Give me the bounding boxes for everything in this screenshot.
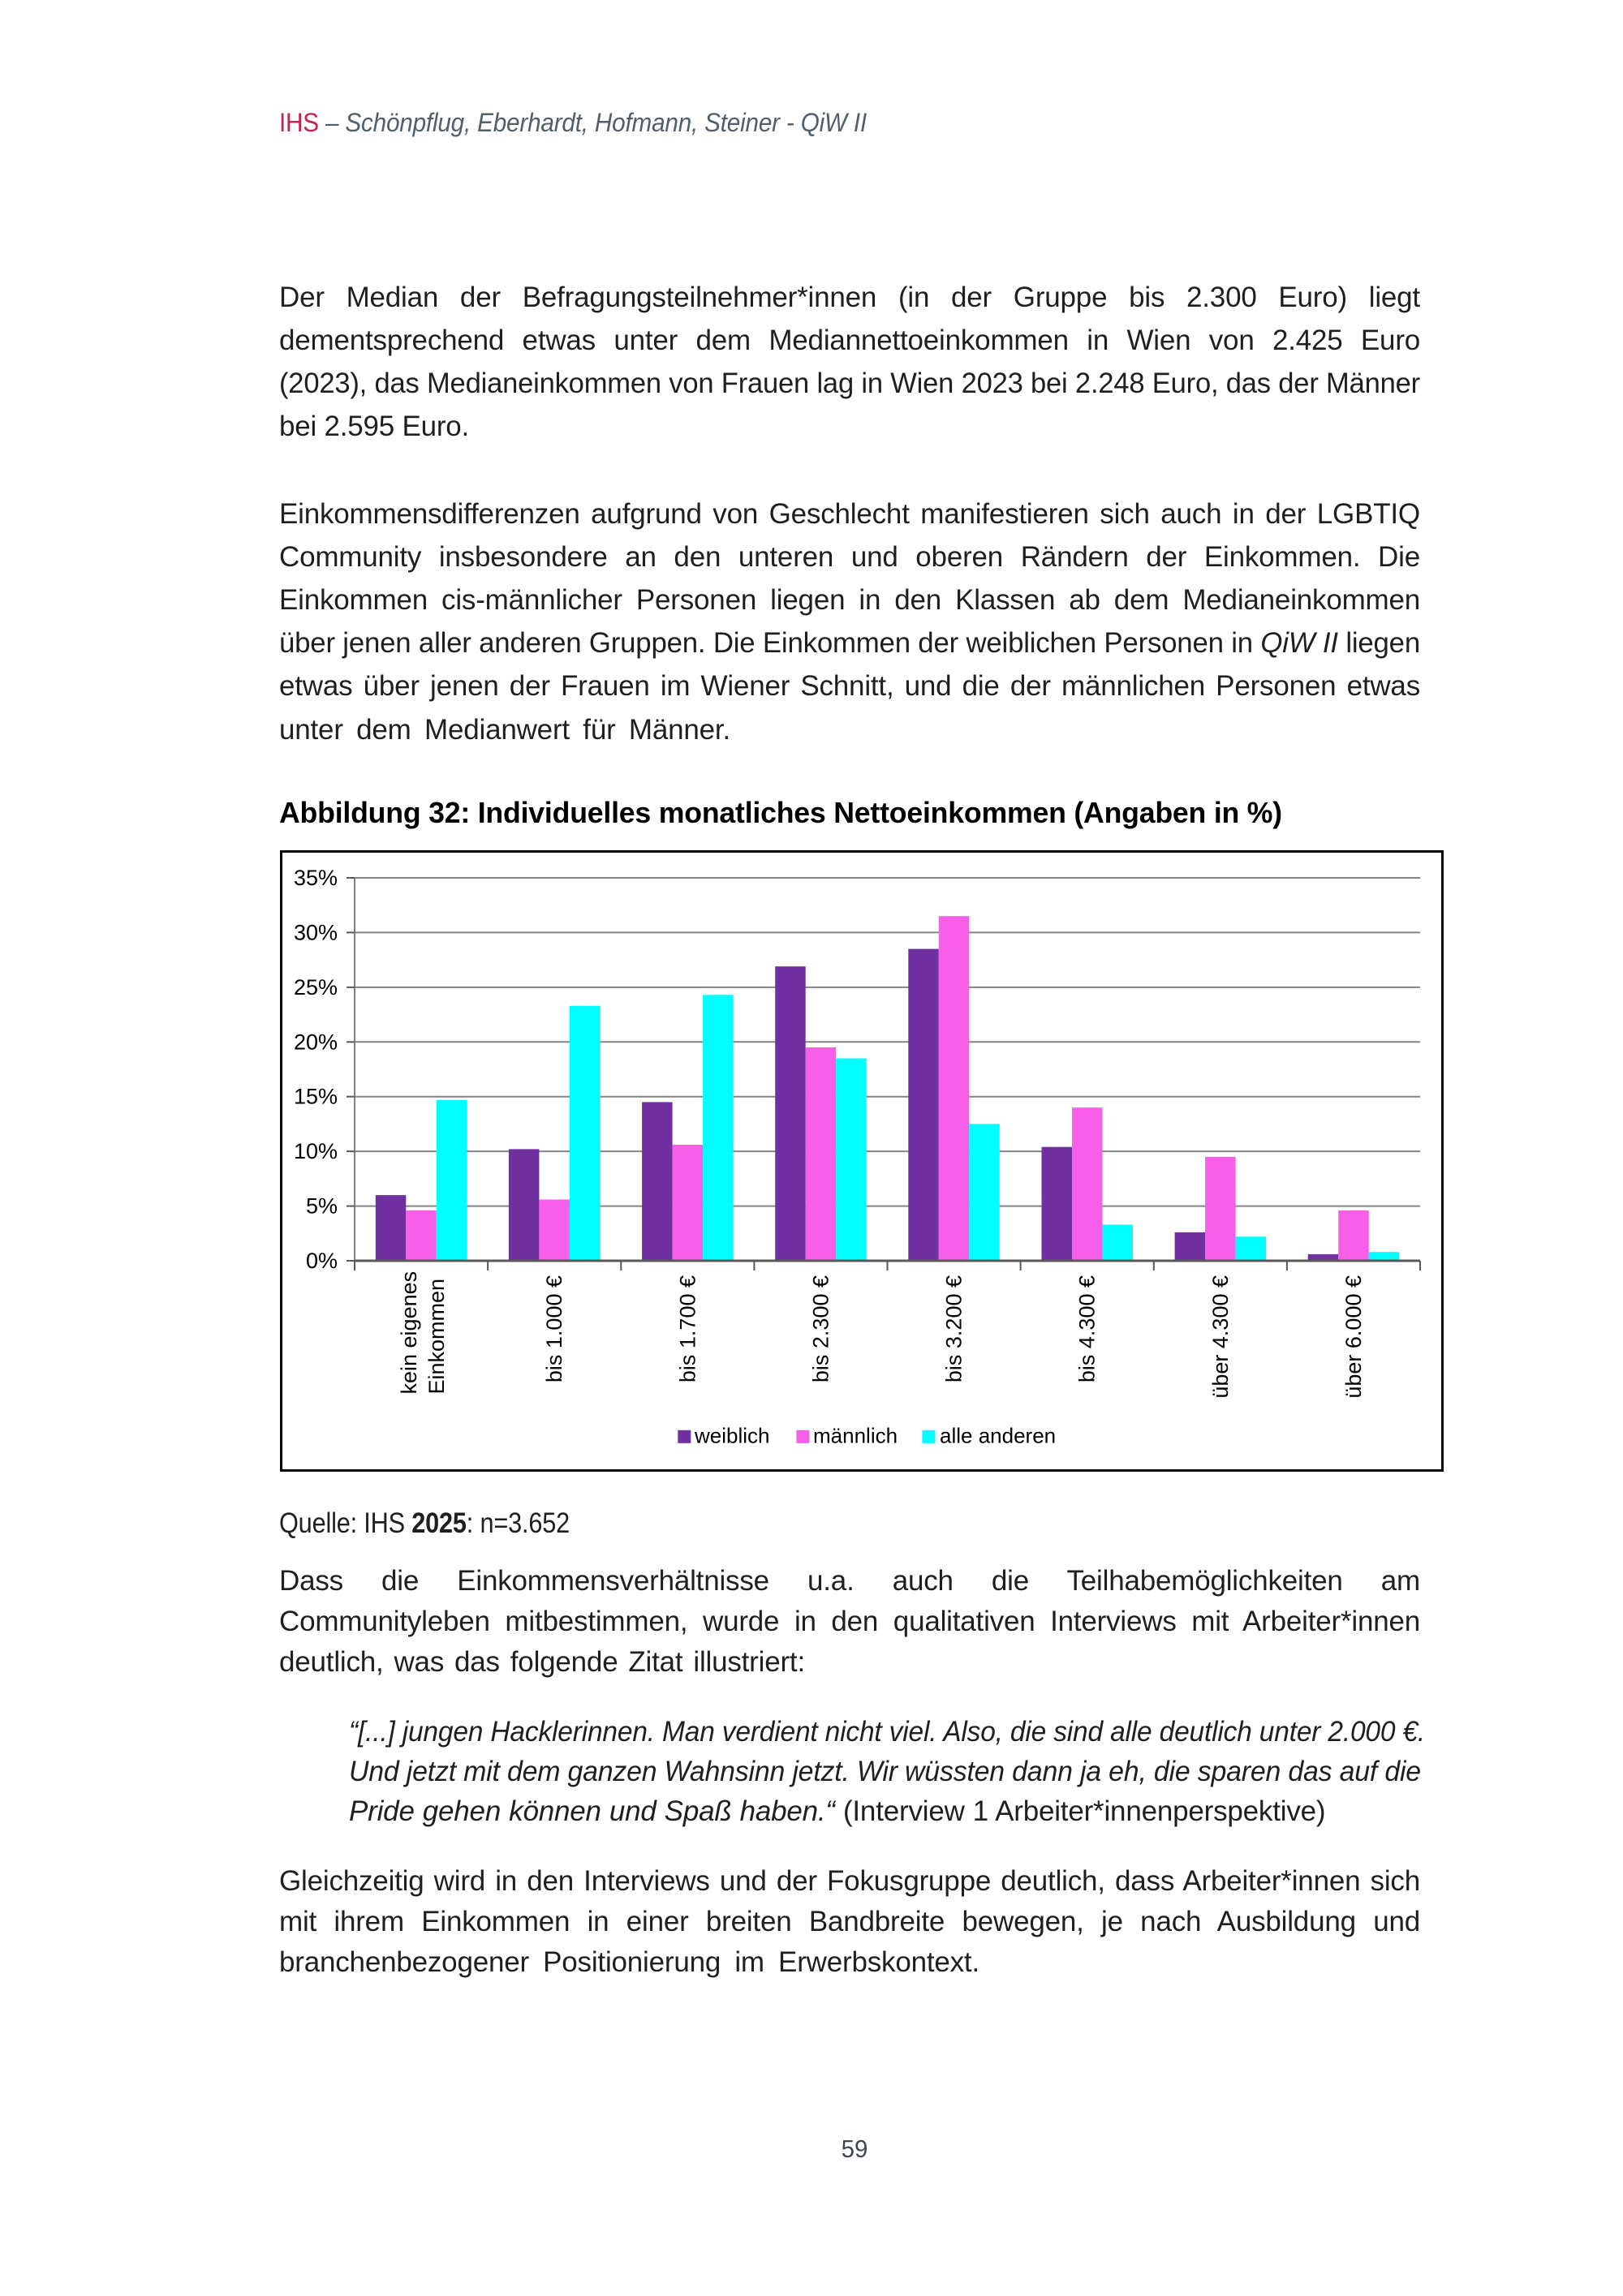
svg-text:20%: 20% — [294, 1030, 338, 1054]
svg-text:35%: 35% — [294, 866, 338, 890]
svg-text:bis 3.200 €: bis 3.200 € — [942, 1275, 966, 1382]
svg-text:5%: 5% — [306, 1194, 338, 1219]
svg-text:kein eigenes: kein eigenes — [397, 1271, 421, 1395]
svg-text:männlich: männlich — [813, 1423, 898, 1447]
svg-text:bis 4.300 €: bis 4.300 € — [1075, 1275, 1100, 1382]
svg-text:weiblich: weiblich — [694, 1423, 770, 1447]
svg-text:30%: 30% — [294, 920, 338, 944]
svg-text:Einkommen: Einkommen — [424, 1279, 449, 1395]
svg-text:15%: 15% — [294, 1085, 338, 1109]
svg-text:0%: 0% — [306, 1249, 338, 1273]
svg-text:25%: 25% — [294, 975, 338, 1000]
svg-text:über 6.000 €: über 6.000 € — [1341, 1275, 1366, 1399]
svg-text:alle anderen: alle anderen — [940, 1423, 1056, 1447]
svg-text:bis 1.000 €: bis 1.000 € — [542, 1275, 566, 1382]
svg-text:bis 1.700 €: bis 1.700 € — [675, 1275, 700, 1382]
svg-text:über 4.300 €: über 4.300 € — [1208, 1275, 1233, 1399]
svg-text:10%: 10% — [294, 1139, 338, 1163]
svg-text:bis 2.300 €: bis 2.300 € — [808, 1275, 833, 1382]
